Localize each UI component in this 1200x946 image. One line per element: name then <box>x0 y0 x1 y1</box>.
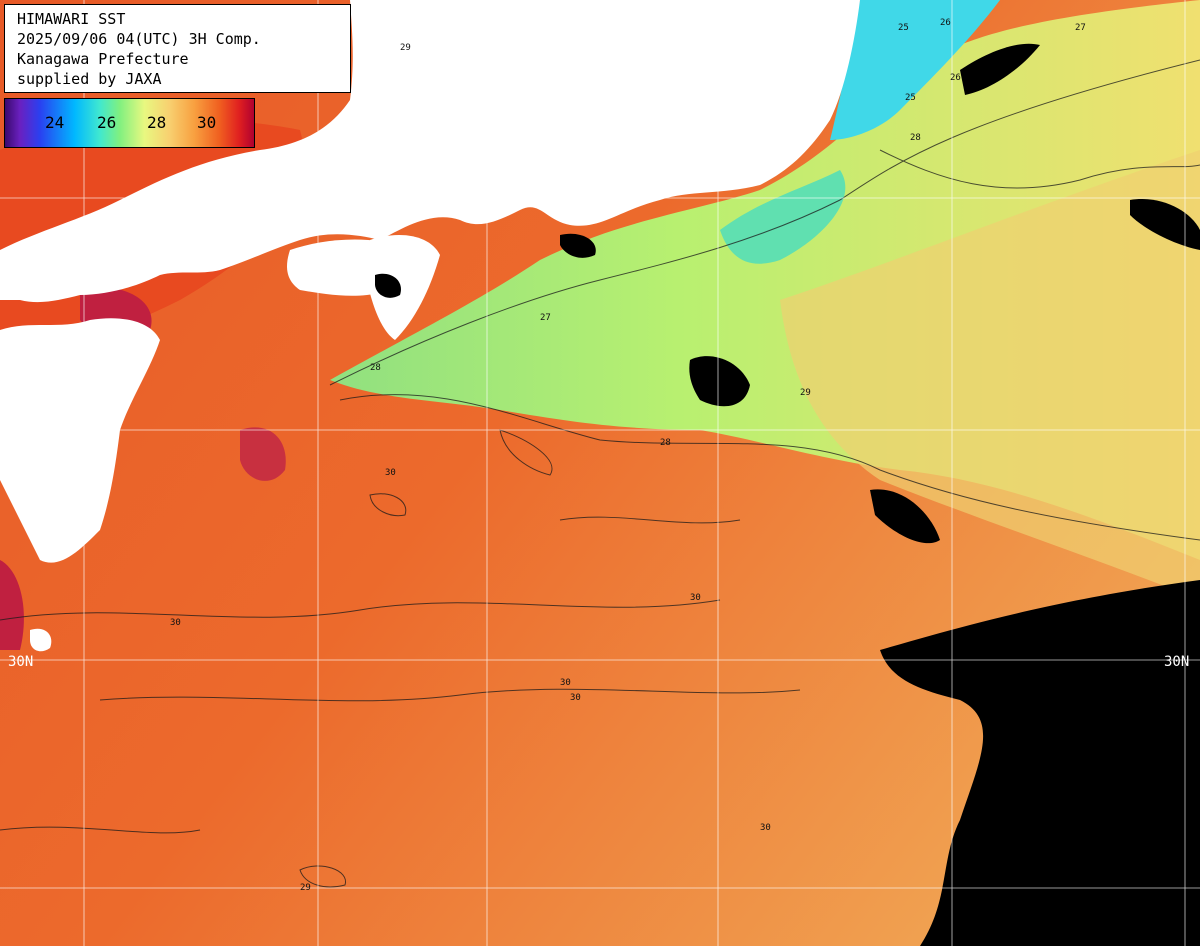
contour-label: 29 <box>400 43 411 53</box>
cloud-mask-kii <box>375 273 401 298</box>
contour-label: 26 <box>940 18 951 28</box>
contour-lines <box>0 59 1200 888</box>
contour-label: 30 <box>760 823 771 833</box>
title-box: HIMAWARI SST 2025/09/06 04(UTC) 3H Comp.… <box>4 4 351 93</box>
title-line-source: supplied by JAXA <box>17 70 162 88</box>
legend-tick-28: 28 <box>147 113 167 132</box>
contour-label: 28 <box>660 438 671 448</box>
hot-spot-central <box>240 427 286 481</box>
cloud-mask-east <box>870 489 940 544</box>
land-west-coast <box>0 388 26 480</box>
contour-label: 27 <box>1075 23 1086 33</box>
lat-label-right: 30N <box>1164 654 1190 670</box>
color-legend: 24 26 28 30 <box>4 98 255 148</box>
contour-label: 29 <box>300 883 311 893</box>
cyan-water-coastal <box>720 170 846 264</box>
cloud-mask-mid <box>689 356 750 407</box>
land-honshu <box>0 0 860 303</box>
legend-tick-26: 26 <box>97 113 117 132</box>
title-line-datetime: 2025/09/06 04(UTC) 3H Comp. <box>17 30 261 48</box>
land-kyushu <box>0 318 160 563</box>
contour-label: 30 <box>690 593 701 603</box>
contour-label: 28 <box>370 363 381 373</box>
cloud-mask-bay <box>560 233 596 258</box>
contour-label: 27 <box>540 313 551 323</box>
contour-label: 30 <box>570 693 581 703</box>
contour-label: 30 <box>560 678 571 688</box>
contour-label: 30 <box>385 468 396 478</box>
contour-label: 30 <box>170 618 181 628</box>
east-warm-yellow <box>780 150 1200 600</box>
contour-label: 26 <box>950 73 961 83</box>
hot-spot-south <box>0 560 24 650</box>
land-kii <box>365 235 440 340</box>
contour-label: 25 <box>905 93 916 103</box>
legend-tick-24: 24 <box>45 113 65 132</box>
lon-label-top: 136E <box>482 2 496 31</box>
cloud-mask-southeast <box>880 580 1200 946</box>
land-peninsula-north <box>470 157 492 194</box>
contour-label: 29 <box>800 388 811 398</box>
land-small-island <box>30 628 52 652</box>
contour-label: 25 <box>898 23 909 33</box>
title-line-prefecture: Kanagawa Prefecture <box>17 50 189 68</box>
title-line-product: HIMAWARI SST <box>17 10 126 28</box>
legend-tick-30: 30 <box>197 113 217 132</box>
cloud-mask-far-east <box>1130 199 1200 250</box>
cyan-water-north <box>830 0 1000 140</box>
cloud-mask-north <box>960 43 1040 95</box>
contour-label: 28 <box>910 133 921 143</box>
lat-label-left: 30N <box>8 654 34 670</box>
